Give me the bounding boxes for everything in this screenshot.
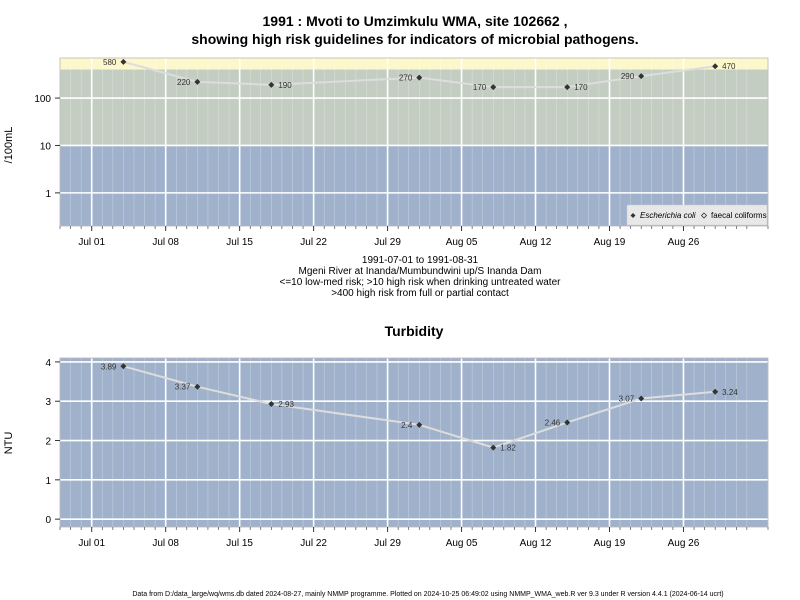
- bottom-chart-title: Turbidity: [385, 323, 444, 339]
- x-tick-label: Aug 26: [668, 538, 700, 549]
- footer-note: Data from D:/data_large/wq/wms.db dated …: [132, 591, 723, 598]
- subtitle-guideline-drinking: <=10 low-med risk; >10 high risk when dr…: [280, 277, 562, 288]
- y-tick-label: 0: [45, 515, 51, 526]
- bottom-chart-x-axis: Jul 01 Jul 08 Jul 15 Jul 22 Jul 29 Aug 05 Aug …: [59, 527, 769, 549]
- x-tick-label: Jul 08: [152, 237, 179, 248]
- data-label: 220: [177, 78, 191, 87]
- top-chart-title-line1: 1991 : Mvoti to Umzimkulu WMA, site 1026…: [263, 13, 568, 29]
- data-point: [120, 58, 127, 65]
- legend-box: [626, 204, 768, 226]
- top-chart-ylabel: /100mL: [3, 127, 15, 164]
- data-point: [416, 74, 423, 81]
- data-label: 1.82: [500, 444, 516, 453]
- legend-faecal-marker-icon: [700, 212, 708, 219]
- data-point: [194, 383, 201, 390]
- x-tick-label: Jul 22: [300, 237, 327, 248]
- y-tick-label: 4: [45, 358, 51, 369]
- y-tick-label: 3: [45, 397, 51, 408]
- data-point: [638, 395, 645, 402]
- top-chart-series: 580 220 190 270 170 170 290 470: [103, 58, 736, 92]
- data-point: [712, 63, 719, 70]
- x-tick-label: Jul 29: [374, 538, 401, 549]
- data-point: [564, 419, 571, 426]
- data-label: 2.46: [545, 418, 561, 427]
- data-point: [638, 73, 645, 80]
- legend-faecal-label: faecal coliforms: [711, 211, 767, 220]
- series-line: [123, 365, 716, 449]
- data-label: 470: [722, 62, 736, 71]
- data-label: 3.37: [175, 383, 191, 392]
- x-tick-label: Aug 19: [594, 237, 626, 248]
- data-point: [194, 78, 201, 85]
- plot-frame: [59, 57, 769, 227]
- x-tick-label: Aug 12: [520, 237, 552, 248]
- top-chart-risk-bands: [60, 58, 768, 226]
- bottom-chart-ylabel: NTU: [3, 432, 15, 455]
- subtitle-site: Mgeni River at Inanda/Mumbundwini up/S I…: [299, 266, 542, 277]
- y-tick-label: 100: [34, 94, 51, 105]
- data-label: 2.4: [401, 421, 413, 430]
- data-point: [564, 84, 571, 91]
- bottom-chart-background: [60, 358, 768, 527]
- plot-background: [60, 358, 768, 527]
- x-tick-label: Aug 26: [668, 237, 700, 248]
- top-chart-y-axis: 1 10 100: [34, 94, 60, 200]
- data-label: 290: [621, 72, 635, 81]
- x-tick-label: Jul 22: [300, 538, 327, 549]
- data-point: [268, 81, 275, 88]
- plot-frame: [59, 357, 769, 528]
- data-label: 270: [399, 74, 413, 83]
- data-point: [416, 421, 423, 428]
- bottom-chart-grid: [59, 357, 769, 528]
- top-chart-legend: Escherichia coli faecal coliforms: [626, 204, 768, 226]
- top-chart-x-axis: Jul 01 Jul 08 Jul 15 Jul 22 Jul 29 Aug 05 Aug …: [59, 226, 769, 248]
- x-tick-label: Jul 01: [78, 237, 105, 248]
- top-chart-grid: [59, 57, 769, 227]
- y-tick-label: 1: [45, 476, 51, 487]
- subtitle-guideline-contact: >400 high risk from full or partial cont…: [331, 288, 509, 299]
- data-label: 3.07: [619, 394, 635, 403]
- x-tick-label: Jul 15: [226, 237, 253, 248]
- x-tick-label: Jul 15: [226, 538, 253, 549]
- x-tick-label: Aug 05: [446, 538, 478, 549]
- data-point: [712, 388, 719, 395]
- y-tick-label: 1: [45, 189, 51, 200]
- bottom-chart-series: 3.89 3.37 2.93 2.4 1.82 2.46 3.07 3.24: [101, 362, 738, 452]
- x-tick-label: Aug 19: [594, 538, 626, 549]
- data-point: [268, 400, 275, 407]
- risk-band-2: [60, 58, 768, 70]
- data-label: 580: [103, 58, 117, 67]
- x-tick-label: Aug 05: [446, 237, 478, 248]
- top-chart-title-line2: showing high risk guidelines for indicat…: [191, 31, 638, 47]
- legend-ecoli-marker-icon: [630, 213, 636, 218]
- x-tick-label: Jul 08: [152, 538, 179, 549]
- series-line: [123, 60, 716, 89]
- y-tick-label: 2: [45, 437, 51, 448]
- data-label: 2.93: [278, 400, 294, 409]
- data-label: 190: [278, 81, 292, 90]
- data-point: [120, 363, 127, 370]
- subtitle-date-range: 1991-07-01 to 1991-08-31: [362, 255, 479, 266]
- y-tick-label: 10: [40, 141, 52, 152]
- x-tick-label: Jul 29: [374, 237, 401, 248]
- legend-ecoli-label: Escherichia coli: [640, 211, 696, 220]
- x-tick-label: Aug 12: [520, 538, 552, 549]
- data-label: 3.24: [722, 388, 738, 397]
- data-label: 3.89: [101, 362, 117, 371]
- data-point: [490, 444, 497, 451]
- data-point: [490, 84, 497, 91]
- bottom-chart-y-axis: 0 1 2 3 4: [45, 358, 60, 526]
- x-tick-label: Jul 01: [78, 538, 105, 549]
- data-label: 170: [574, 83, 588, 92]
- risk-band-1: [60, 69, 768, 146]
- data-label: 170: [473, 83, 487, 92]
